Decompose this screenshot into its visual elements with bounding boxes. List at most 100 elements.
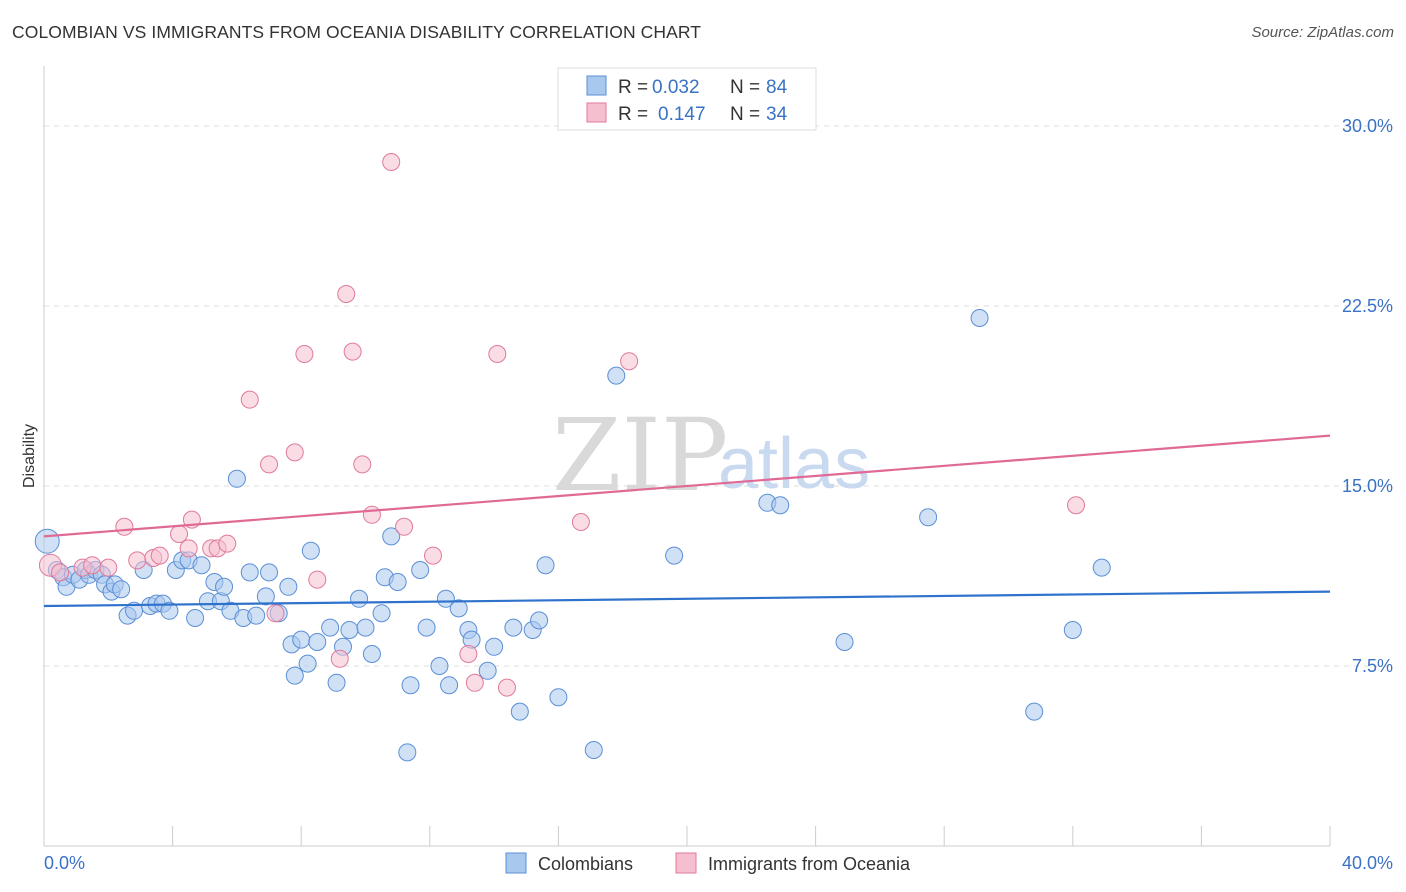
point-oceania-5 bbox=[115, 517, 134, 536]
legend-r-label-2: R = bbox=[618, 104, 648, 125]
point-oceania-33 bbox=[571, 513, 590, 531]
point-colombians-58 bbox=[411, 561, 430, 579]
point-colombians-25 bbox=[192, 556, 211, 575]
point-oceania-32 bbox=[497, 678, 516, 697]
trend-line-oceania bbox=[43, 434, 1331, 538]
point-oceania-23 bbox=[343, 342, 362, 361]
point-oceania-19 bbox=[295, 345, 314, 363]
x-tick-label-max: 40.0% bbox=[1342, 853, 1393, 873]
point-colombians-36 bbox=[260, 563, 279, 582]
chart-title: COLOMBIAN VS IMMIGRANTS FROM OCEANIA DIS… bbox=[12, 22, 702, 42]
point-colombians-31 bbox=[227, 469, 246, 488]
point-colombians-40 bbox=[285, 666, 304, 685]
point-oceania-18 bbox=[285, 443, 304, 462]
point-oceania-9 bbox=[179, 539, 198, 558]
grid-layer bbox=[44, 125, 1392, 667]
point-colombians-84 bbox=[1092, 558, 1111, 577]
legend-n-label-2: N = bbox=[730, 104, 760, 125]
point-colombians-82 bbox=[1025, 702, 1044, 721]
point-oceania-8 bbox=[150, 546, 169, 565]
point-oceania-29 bbox=[459, 645, 478, 663]
point-oceania-35 bbox=[1067, 496, 1086, 515]
point-colombians-71 bbox=[530, 611, 549, 630]
point-oceania-28 bbox=[424, 546, 443, 565]
point-colombians-41 bbox=[292, 630, 311, 649]
bottom-legend: Colombians Immigrants from Oceania bbox=[505, 852, 911, 874]
point-colombians-54 bbox=[382, 527, 401, 546]
point-oceania-10 bbox=[170, 525, 189, 543]
point-colombians-83 bbox=[1063, 621, 1082, 639]
point-oceania-20 bbox=[308, 570, 327, 589]
point-colombians-44 bbox=[308, 633, 327, 651]
legend-n-value-2: 34 bbox=[766, 104, 788, 125]
point-colombians-79 bbox=[835, 633, 854, 651]
point-colombians-20 bbox=[160, 601, 179, 620]
point-colombians-49 bbox=[350, 589, 369, 608]
point-colombians-55 bbox=[388, 573, 407, 591]
trend-layer bbox=[43, 434, 1331, 608]
legend-r-value-1: 0.032 bbox=[652, 77, 700, 98]
point-oceania-34 bbox=[620, 352, 639, 371]
point-oceania-30 bbox=[465, 673, 484, 692]
point-oceania-16 bbox=[260, 455, 279, 474]
legend-box: R = 0.032 N = 84 R = 0.147 N = 34 bbox=[557, 67, 817, 131]
legend-r-value-2: 0.147 bbox=[658, 104, 706, 125]
point-oceania-26 bbox=[382, 153, 401, 171]
point-oceania-4 bbox=[99, 558, 118, 577]
point-colombians-68 bbox=[504, 618, 523, 637]
point-colombians-0 bbox=[34, 528, 60, 554]
legend-swatch-colombians bbox=[586, 75, 607, 96]
point-colombians-33 bbox=[240, 563, 259, 582]
point-colombians-34 bbox=[247, 606, 266, 625]
point-colombians-81 bbox=[970, 309, 989, 327]
point-colombians-76 bbox=[665, 546, 684, 565]
y-axis-label: Disability bbox=[21, 424, 38, 488]
point-oceania-31 bbox=[488, 345, 507, 363]
axes-layer bbox=[43, 66, 1331, 847]
point-colombians-35 bbox=[256, 587, 275, 606]
points-layer bbox=[34, 153, 1111, 762]
point-colombians-75 bbox=[607, 366, 626, 385]
legend-n-value-1: 84 bbox=[766, 77, 788, 98]
point-colombians-51 bbox=[362, 645, 381, 663]
point-oceania-15 bbox=[240, 390, 259, 409]
point-colombians-78 bbox=[771, 496, 790, 515]
point-colombians-45 bbox=[321, 618, 340, 637]
point-oceania-1 bbox=[51, 563, 70, 582]
point-oceania-22 bbox=[337, 285, 356, 303]
point-colombians-42 bbox=[298, 654, 317, 673]
point-oceania-21 bbox=[330, 649, 349, 668]
point-colombians-69 bbox=[510, 702, 529, 721]
point-colombians-62 bbox=[440, 676, 459, 695]
point-oceania-14 bbox=[218, 534, 237, 553]
y-tick-labels: 7.5% 15.0% 22.5% 30.0% bbox=[1342, 116, 1393, 676]
watermark-zip: ZIP bbox=[552, 397, 728, 514]
point-oceania-25 bbox=[362, 505, 381, 524]
point-colombians-74 bbox=[584, 741, 603, 759]
point-colombians-67 bbox=[485, 637, 504, 656]
legend-n-label-1: N = bbox=[730, 77, 760, 98]
bottom-legend-label-oceania: Immigrants from Oceania bbox=[708, 854, 911, 874]
point-oceania-17 bbox=[266, 604, 285, 623]
point-colombians-57 bbox=[401, 676, 420, 695]
point-colombians-48 bbox=[340, 621, 359, 639]
watermark-atlas: atlas bbox=[718, 424, 870, 504]
y-tick-label-0: 7.5% bbox=[1352, 656, 1393, 676]
source-label: Source: ZipAtlas.com bbox=[1251, 24, 1394, 41]
point-oceania-3 bbox=[83, 556, 102, 575]
point-oceania-27 bbox=[395, 517, 414, 536]
watermark: ZIP atlas bbox=[552, 397, 870, 514]
x-tick-label-min: 0.0% bbox=[44, 853, 85, 873]
y-tick-label-2: 22.5% bbox=[1342, 296, 1393, 316]
legend-swatch-oceania bbox=[586, 102, 607, 123]
point-colombians-29 bbox=[215, 577, 234, 596]
point-colombians-73 bbox=[549, 688, 568, 707]
bottom-legend-swatch-oceania bbox=[675, 852, 697, 874]
point-colombians-60 bbox=[430, 657, 449, 675]
trend-line-colombians bbox=[43, 590, 1331, 608]
point-colombians-38 bbox=[279, 577, 298, 596]
point-colombians-63 bbox=[449, 599, 468, 618]
point-colombians-59 bbox=[417, 618, 436, 637]
point-colombians-66 bbox=[478, 661, 497, 680]
